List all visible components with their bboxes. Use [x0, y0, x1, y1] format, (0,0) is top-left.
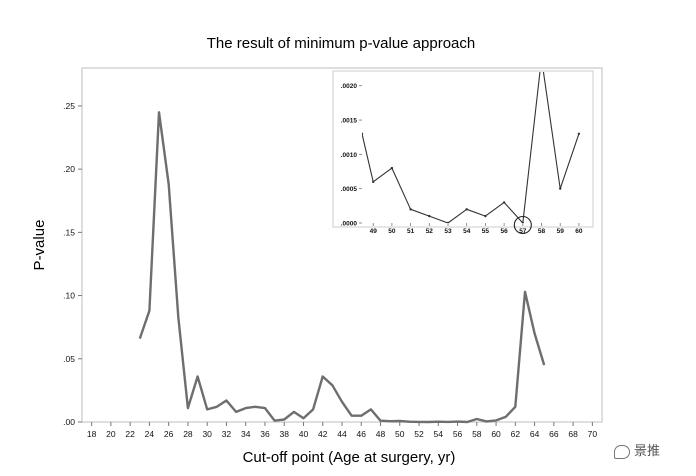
x-tick-label: 62	[511, 429, 521, 439]
x-tick-label: 70	[588, 429, 598, 439]
inset-x-tick-label: 57	[519, 228, 527, 235]
inset-point	[390, 166, 394, 170]
x-tick-label: 44	[337, 429, 347, 439]
watermark-text: 景推	[634, 444, 661, 459]
chat-bubble-icon	[614, 444, 630, 459]
y-axis-ticks: .00 .05 .10 .15 .20 .25	[63, 101, 82, 427]
x-tick-label: 30	[202, 429, 212, 439]
x-tick-label: 58	[472, 429, 482, 439]
x-tick-label: 26	[164, 429, 174, 439]
inset-point	[484, 214, 487, 218]
inset-x-tick-label: 53	[444, 228, 452, 235]
inset-point	[465, 208, 468, 211]
inset-point	[362, 132, 364, 135]
watermark: 景推	[614, 440, 660, 459]
inset-point	[446, 221, 450, 223]
inset-x-tick-label: 60	[575, 228, 583, 235]
inset-y-tick-label: .0010	[341, 152, 358, 159]
y-tick-label: .00	[63, 417, 75, 427]
inset-y-tick-label: .0000	[341, 221, 358, 228]
y-tick-label: .05	[63, 354, 75, 364]
x-tick-label: 56	[453, 429, 463, 439]
x-axis-label: Cut-off point (Age at surgery, yr)	[243, 449, 456, 466]
x-tick-label: 52	[414, 429, 424, 439]
x-tick-label: 50	[395, 429, 405, 439]
inset-point	[540, 57, 542, 59]
inset-x-axis-ticks: 49 50 51 52 53 54 55 56 57 58 59 60	[370, 223, 583, 235]
inset-point	[372, 180, 375, 184]
x-tick-label: 54	[434, 429, 444, 439]
y-axis-label: P-value	[31, 220, 48, 271]
x-tick-label: 18	[87, 429, 97, 439]
x-tick-label: 48	[376, 429, 386, 439]
inset-x-tick-label: 49	[370, 228, 378, 235]
x-tick-label: 38	[279, 429, 289, 439]
x-tick-label: 22	[125, 429, 135, 439]
inset-point	[428, 214, 431, 218]
inset-point	[577, 132, 581, 135]
x-tick-label: 36	[260, 429, 270, 439]
inset-x-tick-label: 59	[557, 228, 565, 235]
y-tick-label: .15	[63, 227, 75, 237]
x-tick-label: 46	[357, 429, 367, 439]
inset-x-tick-label: 52	[426, 228, 434, 235]
x-tick-label: 28	[183, 429, 193, 439]
x-tick-label: 34	[241, 429, 251, 439]
x-tick-label: 40	[299, 429, 309, 439]
x-axis-ticks: 18 20 22 24 26 28 30 32 34 36 38 40 42 44 46 48 50 52 54 56…	[87, 422, 597, 439]
x-tick-label: 60	[491, 429, 501, 439]
inset-y-tick-label: .0015	[341, 118, 358, 125]
inset-y-axis-ticks: .0000 .0005 .0010 .0015 .0020	[341, 83, 362, 228]
chart-title: The result of minimum p-value approach	[207, 35, 475, 52]
inset-x-tick-label: 55	[482, 228, 490, 235]
inset-point	[559, 187, 562, 190]
y-tick-label: .20	[63, 164, 75, 174]
inset-point	[502, 201, 506, 204]
inset-points	[362, 57, 581, 223]
inset-x-tick-label: 50	[388, 228, 396, 235]
x-tick-label: 32	[222, 429, 232, 439]
inset-x-tick-label: 58	[538, 228, 546, 235]
inset-x-tick-label: 51	[407, 228, 415, 235]
inset-frame	[332, 70, 594, 228]
inset-y-tick-label: .0005	[341, 186, 358, 193]
x-tick-label: 64	[530, 429, 540, 439]
inset-x-tick-label: 56	[500, 228, 508, 235]
inset-chart: .0000 .0005 .0010 .0015 .0020 49 50 51 52 53 54 55…	[332, 57, 594, 235]
x-tick-label: 68	[568, 429, 578, 439]
y-tick-label: .10	[63, 291, 75, 301]
inset-x-tick-label: 54	[463, 228, 471, 235]
y-tick-label: .25	[63, 101, 75, 111]
x-tick-label: 20	[106, 429, 116, 439]
series-line	[138, 111, 546, 424]
inset-point	[409, 208, 412, 211]
x-tick-label: 24	[145, 429, 155, 439]
inset-y-tick-label: .0020	[341, 83, 358, 90]
minimum-highlight-circle	[513, 215, 532, 235]
x-tick-label: 66	[549, 429, 559, 439]
inset-point	[521, 221, 525, 223]
x-tick-label: 42	[318, 429, 328, 439]
